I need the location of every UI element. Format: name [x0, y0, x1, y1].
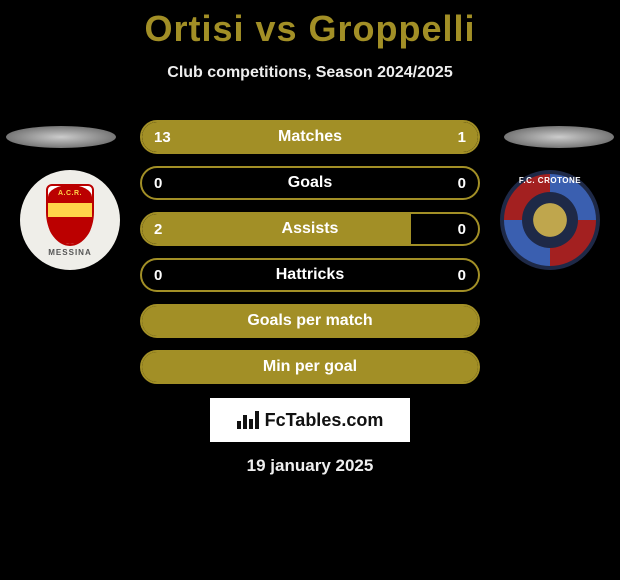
stat-value-right: 0 — [458, 175, 466, 192]
page-subtitle: Club competitions, Season 2024/2025 — [0, 64, 620, 82]
team-right-badge: F.C. CROTONE — [500, 170, 600, 270]
stat-label: Matches — [278, 128, 342, 146]
stat-value-left: 0 — [154, 175, 162, 192]
stat-label: Goals — [288, 174, 332, 192]
stat-row-matches: 13 1 Matches — [140, 120, 480, 154]
stat-fill-left — [142, 214, 411, 244]
messina-shield-icon: A.C.R. — [46, 184, 94, 246]
page-title: Ortisi vs Groppelli — [0, 0, 620, 50]
stat-label: Hattricks — [276, 266, 344, 284]
right-shadow-ellipse — [504, 126, 614, 148]
brand-badge[interactable]: FcTables.com — [210, 398, 410, 442]
crotone-shield-icon: F.C. CROTONE — [504, 174, 596, 266]
stat-label: Min per goal — [263, 358, 357, 376]
stat-fill-left — [142, 122, 411, 152]
stat-row-hattricks: 0 0 Hattricks — [140, 258, 480, 292]
messina-sub-text: MESSINA — [48, 248, 91, 257]
stats-panel: 13 1 Matches 0 0 Goals 2 0 Assists 0 0 Hattricks Goa… — [140, 120, 480, 396]
bar-chart-icon — [237, 411, 259, 429]
left-shadow-ellipse — [6, 126, 116, 148]
team-left-badge: A.C.R. MESSINA — [20, 170, 120, 270]
stat-fill-right — [411, 122, 478, 152]
stat-row-goals: 0 0 Goals — [140, 166, 480, 200]
stat-value-right: 1 — [458, 129, 466, 146]
stat-label: Assists — [282, 220, 339, 238]
stat-value-left: 2 — [154, 221, 162, 238]
stat-value-right: 0 — [458, 221, 466, 238]
stat-row-goals-per-match: Goals per match — [140, 304, 480, 338]
stat-value-right: 0 — [458, 267, 466, 284]
stat-value-left: 13 — [154, 129, 171, 146]
brand-text: FcTables.com — [265, 410, 384, 431]
date-text: 19 january 2025 — [0, 456, 620, 476]
stat-row-min-per-goal: Min per goal — [140, 350, 480, 384]
stat-value-left: 0 — [154, 267, 162, 284]
crotone-arc-text: F.C. CROTONE — [504, 176, 596, 185]
stat-row-assists: 2 0 Assists — [140, 212, 480, 246]
messina-arc-text: A.C.R. — [48, 185, 92, 203]
stat-label: Goals per match — [247, 312, 372, 330]
